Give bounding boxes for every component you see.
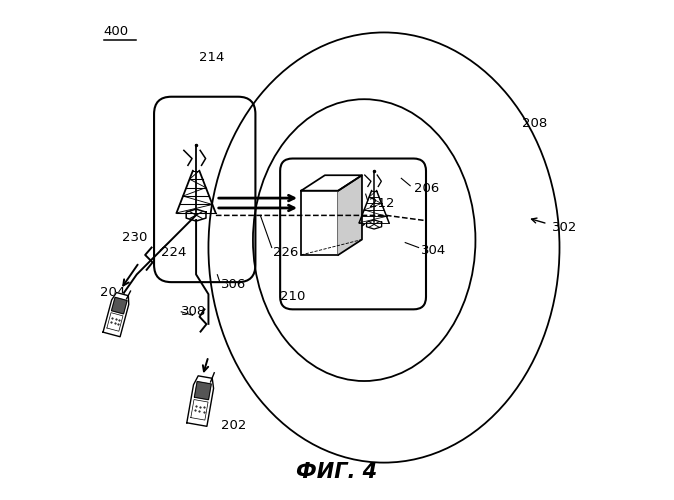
Polygon shape: [338, 175, 362, 255]
Text: 302: 302: [552, 221, 578, 234]
Text: 208: 208: [522, 118, 548, 130]
Text: 306: 306: [221, 278, 246, 291]
Polygon shape: [187, 376, 214, 426]
Text: 210: 210: [280, 290, 305, 304]
Polygon shape: [111, 298, 127, 314]
Text: 212: 212: [369, 196, 395, 209]
Text: 304: 304: [421, 244, 446, 256]
Text: 204: 204: [100, 286, 125, 298]
Text: 202: 202: [221, 419, 246, 432]
Text: 224: 224: [162, 246, 187, 259]
Text: 226: 226: [273, 246, 298, 259]
Text: 206: 206: [414, 182, 439, 194]
Text: 230: 230: [122, 231, 148, 244]
Text: 308: 308: [181, 306, 206, 318]
Polygon shape: [194, 382, 211, 400]
Text: ФИГ. 4: ФИГ. 4: [297, 462, 377, 482]
Polygon shape: [301, 175, 362, 190]
Text: 214: 214: [199, 50, 224, 64]
Text: 400: 400: [104, 25, 129, 38]
Polygon shape: [301, 190, 338, 255]
Polygon shape: [103, 292, 129, 337]
